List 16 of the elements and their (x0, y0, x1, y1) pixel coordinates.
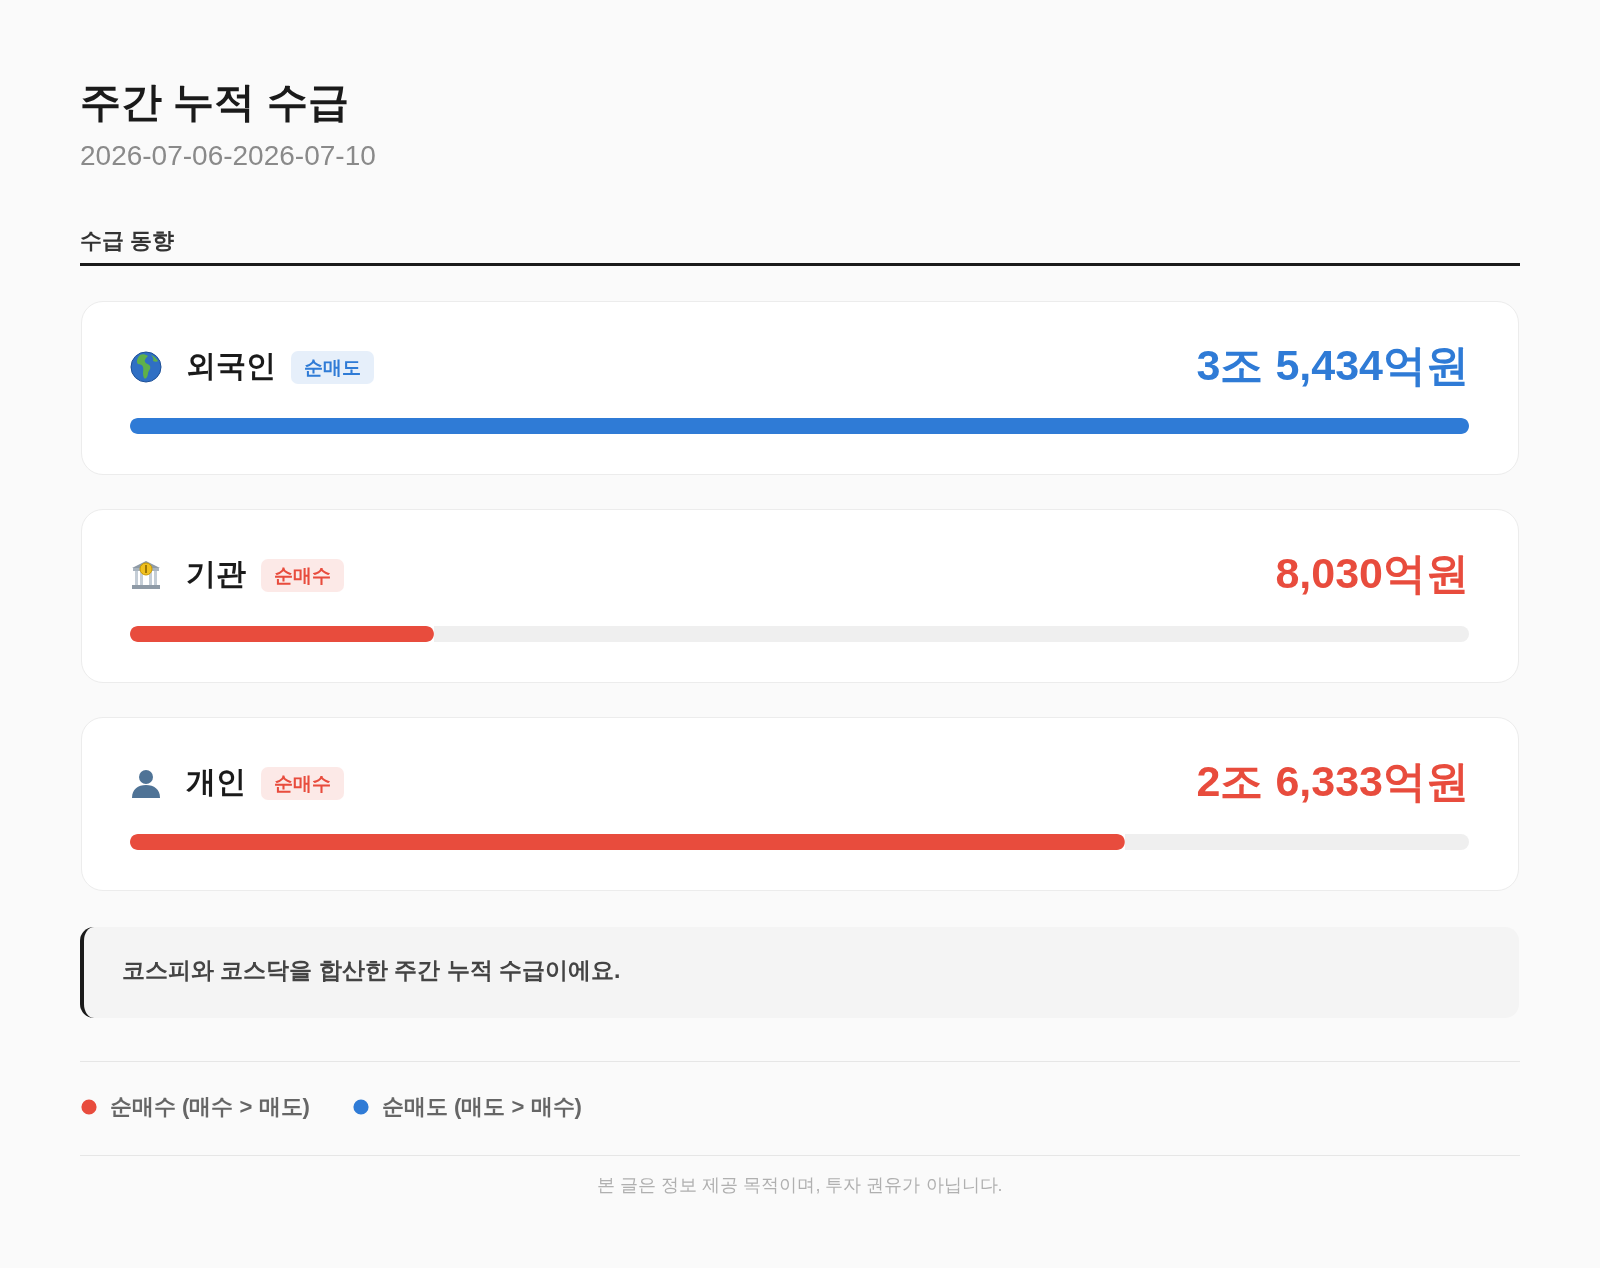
chart-subtitle: 2026-07-06-2026-07-10 (80, 139, 376, 173)
text: 본 글은 정보 제공 목적이며, 투자 권유가 아닙니다. (597, 1174, 1003, 1197)
annotation: 8,030억원 (1275, 549, 1469, 597)
text: 코스피와 코스닥을 합산한 주간 누적 수급이에요. (122, 956, 621, 985)
chart-title: 주간 누적 수급 (80, 78, 349, 127)
legend-label: 순매수 (매수 > 매도) (110, 1094, 310, 1119)
y-tick-label: 외국인 (186, 349, 276, 382)
y-tick-label: 기관 (186, 557, 246, 590)
y-tick-label: 개인 (186, 765, 246, 798)
annotation: 순매수 (261, 766, 344, 800)
legend-label: 순매도 (매도 > 매수) (382, 1094, 582, 1119)
annotation: 3조 5,434억원 (1196, 341, 1469, 389)
annotation: 순매수 (261, 558, 344, 592)
text: 수급 동향 (80, 227, 175, 255)
annotation: 2조 6,333억원 (1196, 757, 1469, 805)
annotation: 순매도 (291, 350, 374, 384)
